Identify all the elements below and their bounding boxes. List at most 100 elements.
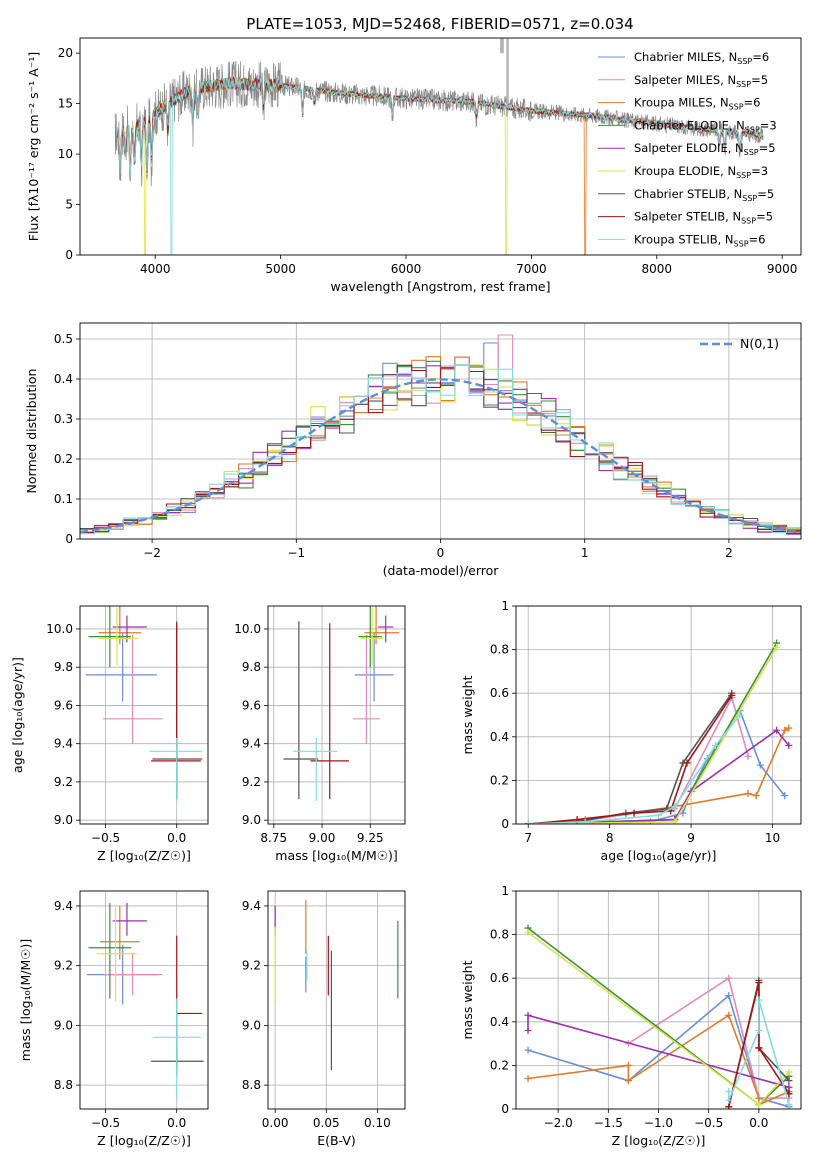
y-tick-label: 0.6 bbox=[490, 686, 509, 700]
weight-marker bbox=[725, 1011, 733, 1019]
x-tick-label: −0.5 bbox=[91, 831, 120, 845]
panel-age_vs_Z: −0.5 0.0 9.0 9.2 9.4 9.6 9.8 10.0 Z [log₁₀(Z/Z☉)… bbox=[10, 605, 209, 863]
weight-marker bbox=[671, 803, 679, 811]
x-axis-label: Z [log₁₀(Z/Z☉)] bbox=[97, 1133, 191, 1148]
y-tick-label: 8.8 bbox=[54, 1078, 73, 1092]
plot-area bbox=[283, 606, 400, 802]
x-tick-label: 7000 bbox=[516, 262, 547, 276]
errorbar-chabrier-miles bbox=[354, 632, 394, 702]
plot-area bbox=[524, 639, 793, 824]
weight-marker bbox=[624, 1061, 632, 1069]
errorbar-kroupa-stelib bbox=[293, 737, 338, 802]
panel-residuals: −2 −1 0 1 2 0 0.1 0.2 0.3 0.4 0.5 N(0,1) (data-model… bbox=[24, 322, 802, 578]
weight-line-chabrier-miles bbox=[528, 708, 786, 824]
y-axis-label: Flux [fλ10⁻¹⁷ erg cm⁻² s⁻¹ A⁻¹] bbox=[26, 52, 41, 241]
weight-marker bbox=[785, 1083, 793, 1091]
errorbar-kroupa-elodie bbox=[360, 607, 384, 666]
errorbar-salpeter-elodie bbox=[112, 902, 147, 936]
x-tick-label: 9 bbox=[687, 831, 695, 845]
weight-marker bbox=[725, 1088, 733, 1096]
model-spectrum-kroupa-stelib bbox=[117, 76, 764, 255]
errorbar-kroupa-elodie bbox=[98, 607, 139, 666]
x-tick-label: 8000 bbox=[642, 262, 673, 276]
weight-marker bbox=[744, 789, 752, 797]
panel-mass_vs_ebv: 0.00 0.05 0.10 8.8 9.0 9.2 9.4 E(B-V) bbox=[242, 890, 406, 1148]
errorbar-salpeter-miles bbox=[104, 953, 163, 996]
weight-marker bbox=[524, 1027, 532, 1035]
x-tick-label: 4000 bbox=[140, 262, 171, 276]
weight-marker bbox=[624, 1077, 632, 1085]
y-tick-label: 9.0 bbox=[54, 1018, 73, 1032]
legend-label: N(0,1) bbox=[740, 336, 779, 351]
y-tick-label: 0.2 bbox=[490, 1058, 509, 1072]
y-tick-label: 10 bbox=[58, 147, 73, 161]
x-tick-label: 10 bbox=[765, 831, 780, 845]
x-tick-label: 0.10 bbox=[364, 1116, 391, 1130]
y-tick-label: 0.4 bbox=[490, 1015, 509, 1029]
y-axis-label: mass [log₁₀(M/M☉)] bbox=[18, 939, 33, 1061]
x-axis-label: (data-model)/error bbox=[383, 563, 500, 578]
weight-marker bbox=[755, 1094, 763, 1102]
weight-marker bbox=[671, 818, 679, 824]
weight-marker bbox=[728, 691, 736, 699]
x-tick-label: 0.0 bbox=[167, 831, 186, 845]
weight-marker bbox=[655, 811, 662, 819]
x-tick-label: 5000 bbox=[265, 262, 296, 276]
weight-marker bbox=[725, 1103, 733, 1109]
y-tick-label: 20 bbox=[58, 46, 73, 60]
sky-line-spike bbox=[506, 38, 509, 104]
weight-marker bbox=[524, 820, 532, 824]
panel-spectrum: 4000 5000 6000 7000 8000 9000 0 5 10 15 20 waveleng… bbox=[26, 37, 802, 294]
y-tick-label: 9.2 bbox=[242, 775, 261, 789]
weight-marker bbox=[781, 792, 789, 800]
weight-marker bbox=[781, 726, 789, 734]
x-tick-label: −1.0 bbox=[644, 1116, 673, 1130]
y-tick-label: 9.0 bbox=[242, 1018, 261, 1032]
x-tick-label: 8 bbox=[606, 831, 614, 845]
y-axis-label: mass weight bbox=[460, 675, 475, 754]
errorbar-salpeter-elodie bbox=[112, 615, 147, 643]
y-axis-label: Normed distribution bbox=[24, 369, 39, 494]
weight-marker bbox=[756, 761, 764, 769]
weight-marker bbox=[755, 979, 763, 987]
y-tick-label: 0.8 bbox=[490, 928, 509, 942]
figure-title: PLATE=1053, MJD=52468, FIBERID=0571, z=0… bbox=[246, 15, 633, 33]
y-tick-label: 0 bbox=[65, 532, 73, 546]
y-tick-label: 10.0 bbox=[234, 622, 261, 636]
weight-marker bbox=[630, 809, 638, 817]
x-tick-label: 9000 bbox=[767, 262, 798, 276]
x-tick-label: 8.75 bbox=[260, 831, 287, 845]
x-tick-label: 0.00 bbox=[262, 1116, 289, 1130]
y-axis-label: mass weight bbox=[460, 960, 475, 1039]
x-axis-label: mass [log₁₀(M/M☉)] bbox=[275, 848, 397, 863]
plot-area bbox=[524, 924, 793, 1109]
x-tick-label: −2 bbox=[143, 546, 161, 560]
errorbar-chabrier-stelib bbox=[283, 621, 319, 800]
y-tick-label: 0 bbox=[501, 1102, 509, 1116]
weight-marker bbox=[752, 792, 760, 800]
y-tick-label: 1 bbox=[501, 884, 509, 898]
panel-age_vs_mass: 8.75 9.00 9.25 9.0 9.2 9.4 9.6 9.8 10.0 mass [log… bbox=[234, 605, 406, 863]
errorbar-salpeter-miles bbox=[352, 634, 380, 744]
y-tick-label: 9.8 bbox=[242, 660, 261, 674]
axes-frame bbox=[515, 605, 802, 825]
x-tick-label: −1 bbox=[287, 546, 305, 560]
errorbar-salpeter-stelib bbox=[151, 623, 201, 800]
weight-marker bbox=[725, 974, 733, 982]
x-tick-label: 9.00 bbox=[309, 831, 336, 845]
errorbar-salpeter-stelib bbox=[176, 935, 203, 1068]
panel-mass_weight_vs_age: 7 8 9 10 0 0.2 0.4 0.6 0.8 1 age [log₁₀(age/yr)] ma… bbox=[460, 599, 802, 863]
weight-marker bbox=[785, 724, 793, 732]
axes-frame bbox=[267, 890, 406, 1110]
weight-marker bbox=[683, 759, 691, 767]
plot-area bbox=[114, 38, 764, 255]
weight-marker bbox=[785, 1068, 793, 1076]
y-tick-label: 9.2 bbox=[242, 959, 261, 973]
legend-label: Kroupa MILES, NSSP=6 bbox=[634, 96, 760, 112]
axes-frame bbox=[267, 605, 406, 825]
x-tick-label: 0.05 bbox=[313, 1116, 340, 1130]
weight-marker bbox=[785, 1077, 793, 1085]
y-tick-label: 9.0 bbox=[242, 813, 261, 827]
x-tick-label: 7 bbox=[524, 831, 532, 845]
weight-marker bbox=[785, 1101, 793, 1109]
